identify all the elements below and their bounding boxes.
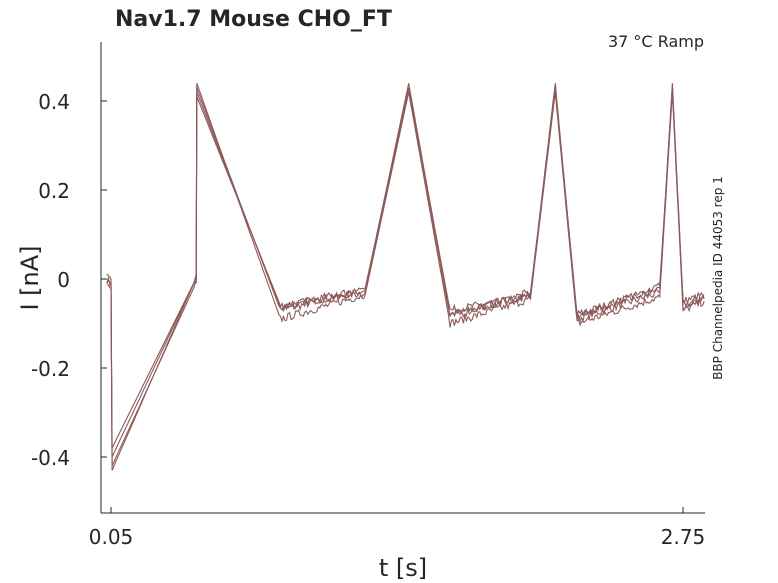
x-tick-label: 2.75	[661, 525, 706, 549]
y-tick-label: -0.4	[31, 446, 70, 470]
plot-area	[106, 83, 705, 471]
x-axis-label: t [s]	[379, 554, 427, 582]
y-tick-label: 0.4	[38, 90, 70, 114]
trace-line-4	[106, 87, 705, 458]
y-tick-label: 0.2	[38, 179, 70, 203]
chart-title: Nav1.7 Mouse CHO_FT	[115, 7, 392, 32]
side-label: BBP Channelpedia ID 44053 rep 1	[711, 176, 725, 380]
y-tick-label: 0	[57, 268, 70, 292]
y-axis-label: I [nA]	[16, 245, 44, 310]
chart-subtitle: 37 °C Ramp	[608, 32, 704, 51]
x-tick-label: 0.05	[89, 525, 134, 549]
y-tick-label: -0.2	[31, 357, 70, 381]
trace-line-3	[106, 83, 705, 471]
